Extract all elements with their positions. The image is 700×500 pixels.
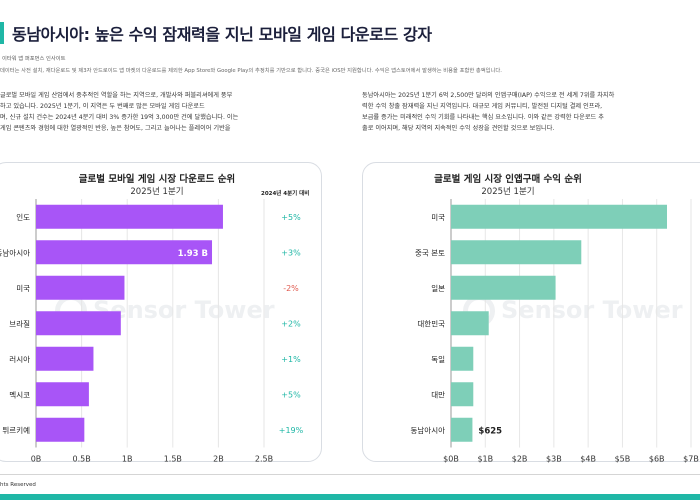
data-label: $625 [478, 426, 502, 436]
bar [451, 240, 582, 265]
bar [451, 346, 474, 371]
page-title: 동남아시아: 높은 수익 잠재력을 지닌 모바일 게임 다운로드 강자 [12, 25, 432, 44]
category-label: 동남아시아 [411, 425, 446, 435]
left-paragraph-line: 글로벌 모바일 게임 산업에서 중추적인 역할을 하는 지역으로, 개발사와 퍼… [0, 92, 233, 99]
category-label: 미국 [431, 213, 445, 222]
bar [451, 382, 474, 407]
bar [36, 346, 94, 371]
watermark: Sensor Tower [501, 296, 683, 324]
downloads-chart-subtitle: 2025년 1분기 [130, 187, 184, 197]
bar [451, 417, 473, 442]
left-paragraph-line: 게임 콘텐츠와 경험에 대한 열광적인 반응, 높은 참여도, 그리고 늘어나는… [0, 125, 231, 132]
downloads-chart: 0B 0.5B 1B 1.5B 2B 2.5B 인도 +5% 동남아시아 1.93 B +3% 미국 -… [0, 199, 304, 464]
bar [36, 382, 89, 407]
change-label: +5% [281, 390, 301, 399]
x-tick-label: 2.5B [255, 455, 273, 464]
category-label: 러시아 [9, 354, 30, 364]
footer-divider [0, 474, 700, 475]
x-tick-label: $7B [683, 455, 699, 464]
category-label: 브라질 [9, 319, 30, 328]
x-tick-label: 0.5B [72, 455, 90, 464]
x-tick-label: $3B [546, 455, 562, 464]
bar [36, 240, 213, 265]
x-tick-label: 2B [213, 455, 224, 464]
x-tick-label: $6B [649, 455, 665, 464]
right-paragraph-line: 동남아시아는 2025년 1분기 6억 2,500만 달러의 인앱구매(IAP)… [362, 92, 615, 99]
category-label: 튀르키예 [2, 425, 30, 435]
title-accent [0, 22, 4, 44]
change-label: +2% [281, 319, 301, 328]
right-paragraph-line: 력한 수익 창출 잠재력을 지닌 지역입니다. 대규모 게임 커뮤니티, 발전된… [362, 103, 603, 110]
change-label: +3% [281, 248, 301, 257]
category-label: 동남아시아 [0, 247, 30, 257]
change-label: -2% [283, 284, 299, 293]
x-tick-label: $4B [580, 455, 596, 464]
left-paragraph: 글로벌 모바일 게임 산업에서 중추적인 역할을 하는 지역으로, 개발사와 퍼… [0, 90, 330, 134]
bar [451, 311, 489, 336]
downloads-chart-title: 글로벌 모바일 게임 시장 다운로드 순위 [78, 174, 236, 185]
change-label: +19% [279, 426, 304, 435]
revenue-chart-title: 글로벌 게임 시장 인앱구매 수익 순위 [434, 174, 582, 185]
title-bar: 동남아시아: 높은 수익 잠재력을 지닌 모바일 게임 다운로드 강자 [0, 18, 432, 48]
category-label: 멕시코 [9, 389, 30, 399]
bar [36, 311, 121, 336]
revenue-chart-card: 글로벌 게임 시장 인앱구매 수익 순위 2025년 1분기 Sensor To… [362, 162, 700, 464]
downloads-chart-card: 글로벌 모바일 게임 시장 다운로드 순위 2025년 1분기 2024년 4분… [0, 162, 322, 464]
category-label: 일본 [431, 284, 445, 293]
right-paragraph: 동남아시아는 2025년 1분기 6억 2,500만 달러의 인앱구매(IAP)… [362, 90, 700, 134]
change-label: +1% [281, 355, 301, 364]
x-tick-label: $5B [615, 455, 631, 464]
x-tick-label: 1.5B [164, 455, 182, 464]
bar [36, 417, 85, 442]
category-label: 인도 [16, 212, 30, 222]
source-note: 데이터는 사전 설치, 재다운로드 및 제3자 안드로이드 앱 마켓의 다운로드… [0, 68, 502, 74]
category-label: 대만 [431, 390, 445, 399]
watermark: Sensor Tower [93, 296, 275, 324]
category-label: 중국 본토 [415, 248, 445, 257]
right-paragraph-line: 출로 이어지며, 해당 지역의 지속적인 수익 성장을 견인할 것으로 보입니다… [362, 125, 555, 132]
change-column-header: 2024년 4분기 대비 [261, 191, 310, 197]
bar [36, 204, 223, 229]
x-tick-label: $2B [512, 455, 528, 464]
change-label: +5% [281, 213, 301, 222]
footer-bar [0, 494, 700, 500]
bar [451, 204, 667, 229]
category-label: 대한민국 [417, 318, 445, 328]
right-paragraph-line: 보급률 증가는 미래적인 수익 기회를 나타내는 핵심 요소입니다. 이와 같은… [362, 114, 604, 121]
x-tick-label: $0B [443, 455, 459, 464]
x-tick-label: 1B [122, 455, 133, 464]
x-tick-label: 0B [31, 455, 42, 464]
left-paragraph-line: 하고 있습니다. 2025년 1분기, 이 지역은 두 번째로 많은 모바일 게… [0, 103, 205, 110]
footer-text: hts Reserved [0, 482, 36, 488]
revenue-chart-subtitle: 2025년 1분기 [481, 187, 535, 197]
category-label: 독일 [431, 355, 445, 364]
category-label: 미국 [16, 284, 30, 293]
x-tick-label: $1B [477, 455, 493, 464]
source-label: 이타워 앱 퍼포먼스 인사이트 [2, 56, 66, 62]
bar [451, 275, 556, 300]
bar [36, 275, 125, 300]
data-label: 1.93 B [178, 249, 208, 259]
left-paragraph-line: 며, 신규 설치 건수는 2024년 4분기 대비 3% 증가한 19억 3,0… [0, 114, 239, 121]
